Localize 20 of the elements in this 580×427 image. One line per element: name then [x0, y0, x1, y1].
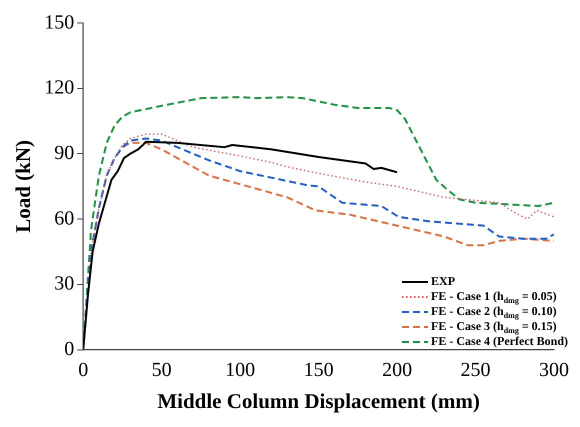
x-tick-label: 100 [225, 359, 256, 382]
legend-label: FE - Case 2 (h$_{dmg}$ = 0.10) [431, 304, 557, 320]
y-tick-label: 120 [44, 76, 74, 99]
legend-label: FE - Case 4 (Perfect Bond) [431, 334, 568, 349]
x-tick-label: 250 [460, 359, 491, 382]
x-axis-title: Middle Column Displacement (mm) [157, 388, 480, 413]
legend-label: FE - Case 3 (h$_{dmg}$ = 0.15) [431, 319, 557, 335]
x-tick-label: 150 [304, 359, 334, 382]
y-tick-label: 150 [44, 11, 74, 34]
y-tick-label: 90 [54, 142, 74, 164]
legend-label: EXP [431, 274, 456, 289]
legend-label: FE - Case 1 (h$_{dmg}$ = 0.05) [431, 289, 557, 305]
x-tick-label: 200 [382, 359, 412, 382]
y-tick-label: 60 [54, 207, 74, 230]
y-axis-title: Load (kN) [11, 140, 36, 233]
y-tick-label: 0 [64, 338, 74, 360]
x-tick-label: 50 [152, 359, 172, 382]
x-tick-label: 300 [539, 359, 569, 382]
x-tick-label: 0 [78, 359, 88, 382]
y-tick-label: 30 [54, 272, 74, 295]
